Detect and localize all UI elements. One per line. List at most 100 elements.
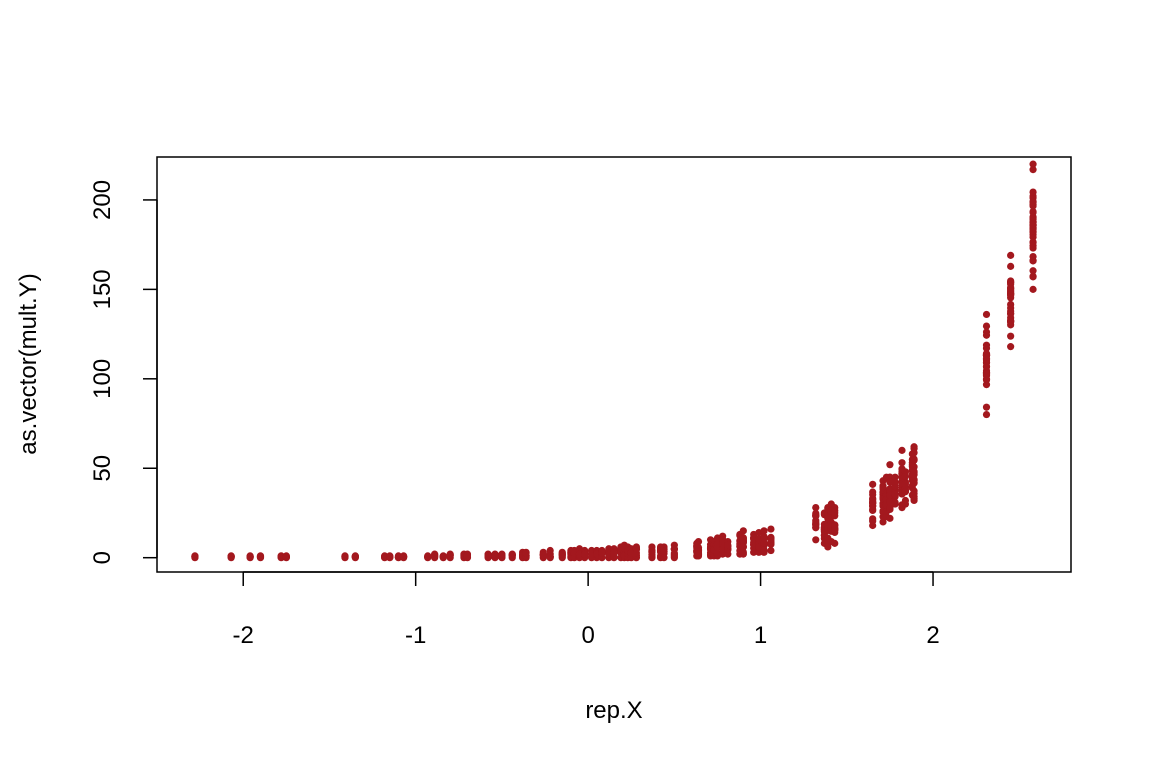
data-point	[610, 549, 618, 557]
data-point	[910, 467, 918, 476]
data-point	[910, 445, 918, 453]
data-point	[439, 553, 447, 561]
x-tick-label: 1	[754, 622, 767, 649]
data-point	[546, 553, 554, 561]
data-point	[982, 369, 991, 378]
data-point	[739, 543, 747, 551]
x-tick-label: -1	[405, 622, 426, 649]
data-point	[886, 461, 894, 469]
data-point	[648, 552, 656, 561]
y-axis-label: as.vector(mult.Y)	[15, 273, 42, 454]
data-point	[282, 553, 290, 561]
data-point	[739, 527, 747, 535]
data-point	[886, 504, 894, 512]
data-point	[886, 514, 894, 522]
data-point	[227, 553, 235, 561]
data-point	[901, 480, 910, 488]
data-point	[831, 539, 839, 547]
data-point	[670, 550, 678, 559]
data-point	[1029, 160, 1037, 168]
data-point	[581, 550, 589, 559]
data-point	[1029, 222, 1037, 230]
data-point	[1029, 188, 1037, 196]
data-point	[1007, 332, 1015, 340]
data-point	[1029, 198, 1037, 206]
y-axis: 0 50 100 150 200	[89, 180, 158, 564]
data-point	[767, 546, 775, 555]
data-point	[982, 403, 991, 411]
y-tick-label: 150	[89, 269, 116, 309]
data-point	[831, 526, 839, 534]
data-point	[386, 553, 394, 561]
data-point	[982, 410, 991, 419]
data-point	[1007, 304, 1015, 312]
data-point	[760, 527, 768, 535]
data-point	[901, 496, 910, 505]
data-point	[982, 344, 991, 352]
data-point	[982, 310, 991, 319]
data-point	[539, 551, 547, 559]
data-point	[508, 551, 516, 559]
data-point	[1007, 321, 1015, 329]
data-point	[910, 495, 918, 503]
data-point	[351, 553, 359, 561]
data-point	[910, 478, 918, 487]
data-point	[767, 535, 775, 543]
data-point	[910, 489, 918, 498]
x-tick-label: 0	[581, 622, 594, 649]
x-tick-label: 2	[926, 622, 939, 649]
data-points	[191, 160, 1037, 562]
data-point	[424, 553, 432, 561]
data-point	[341, 552, 349, 561]
data-point	[1007, 251, 1015, 259]
data-point	[1029, 241, 1037, 250]
y-tick-label: 0	[89, 551, 116, 564]
data-point	[898, 459, 906, 467]
data-point	[1029, 257, 1037, 265]
data-point	[886, 486, 894, 494]
data-point	[1029, 227, 1037, 235]
data-point	[982, 331, 991, 339]
data-point	[1029, 267, 1037, 275]
data-point	[431, 552, 439, 561]
y-tick-label: 200	[89, 180, 116, 220]
data-point	[901, 472, 910, 480]
data-point	[1007, 278, 1015, 286]
data-point	[982, 322, 991, 330]
data-point	[724, 541, 732, 549]
data-point	[869, 490, 877, 499]
data-point	[1029, 213, 1037, 221]
data-point	[812, 536, 820, 544]
data-point	[812, 504, 820, 512]
y-tick-label: 100	[89, 359, 116, 399]
x-tick-label: -2	[233, 622, 254, 649]
data-point	[891, 490, 899, 498]
data-point	[1007, 343, 1015, 351]
data-point	[484, 552, 492, 560]
data-point	[558, 550, 566, 558]
data-point	[598, 548, 606, 556]
data-point	[660, 547, 668, 556]
data-point	[694, 537, 703, 546]
data-point	[869, 502, 877, 510]
data-point	[246, 553, 254, 561]
data-point	[891, 478, 899, 486]
data-point	[869, 517, 877, 525]
y-tick-label: 50	[89, 455, 116, 482]
data-point	[886, 478, 894, 486]
data-point	[491, 550, 499, 559]
x-axis-label: rep.X	[585, 697, 642, 724]
data-point	[901, 488, 910, 496]
data-point	[400, 552, 408, 561]
data-point	[463, 551, 472, 560]
data-point	[812, 511, 820, 519]
data-point	[1029, 166, 1037, 174]
x-axis: -2 -1 0 1 2	[233, 571, 940, 649]
data-point	[824, 543, 832, 551]
data-point	[891, 473, 899, 481]
data-point	[739, 548, 747, 556]
data-point	[694, 550, 703, 558]
data-point	[767, 525, 775, 533]
